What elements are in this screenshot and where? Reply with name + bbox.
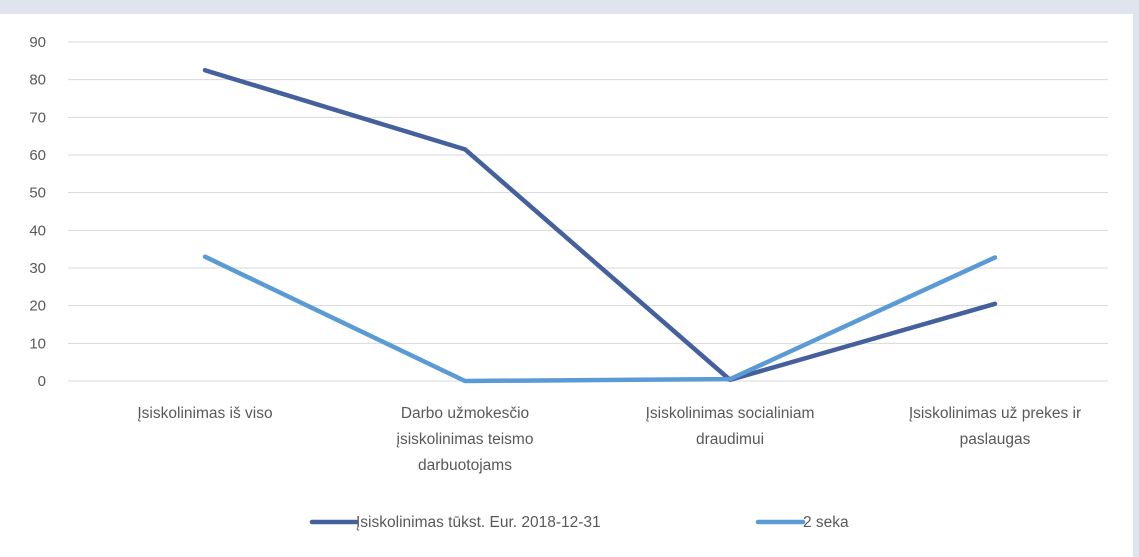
chart-area [0, 14, 1133, 557]
series-line-2 [202, 254, 998, 384]
y-tick-label: 50 [29, 185, 46, 202]
series-line-1 [202, 68, 998, 383]
y-tick-label: 90 [29, 34, 46, 51]
y-tick-label: 80 [29, 72, 46, 89]
x-category-label: Įsiskolinimas už prekes ir paslaugas [909, 405, 1081, 448]
legend: Įsiskolinimas tūkst. Eur. 2018-12-31 2 se… [309, 514, 849, 531]
y-tick-label: 40 [29, 222, 46, 239]
x-category-label: Įsiskolinimas socialiniam draudimui [646, 405, 815, 448]
y-tick-label: 70 [29, 109, 46, 126]
y-tick-label: 30 [29, 260, 46, 277]
x-axis-category-labels: Įsiskolinimas iš viso Darbo užmokesčio įsi… [137, 405, 1081, 474]
y-tick-label: 20 [29, 298, 46, 315]
legend-label: Įsiskolinimas tūkst. Eur. 2018-12-31 [356, 514, 601, 531]
y-axis-ticks: 0 10 20 30 40 50 60 70 80 90 [29, 34, 46, 390]
series-lines [202, 68, 998, 384]
y-tick-label: 60 [29, 147, 46, 164]
y-tick-label: 10 [29, 335, 46, 352]
legend-label: 2 seka [803, 514, 849, 531]
x-category-label: Įsiskolinimas iš viso [137, 405, 272, 422]
x-category-label: Darbo užmokesčio įsiskolinimas teismo darb… [397, 405, 534, 474]
y-tick-label: 0 [38, 373, 46, 390]
gridlines [68, 41, 1108, 382]
